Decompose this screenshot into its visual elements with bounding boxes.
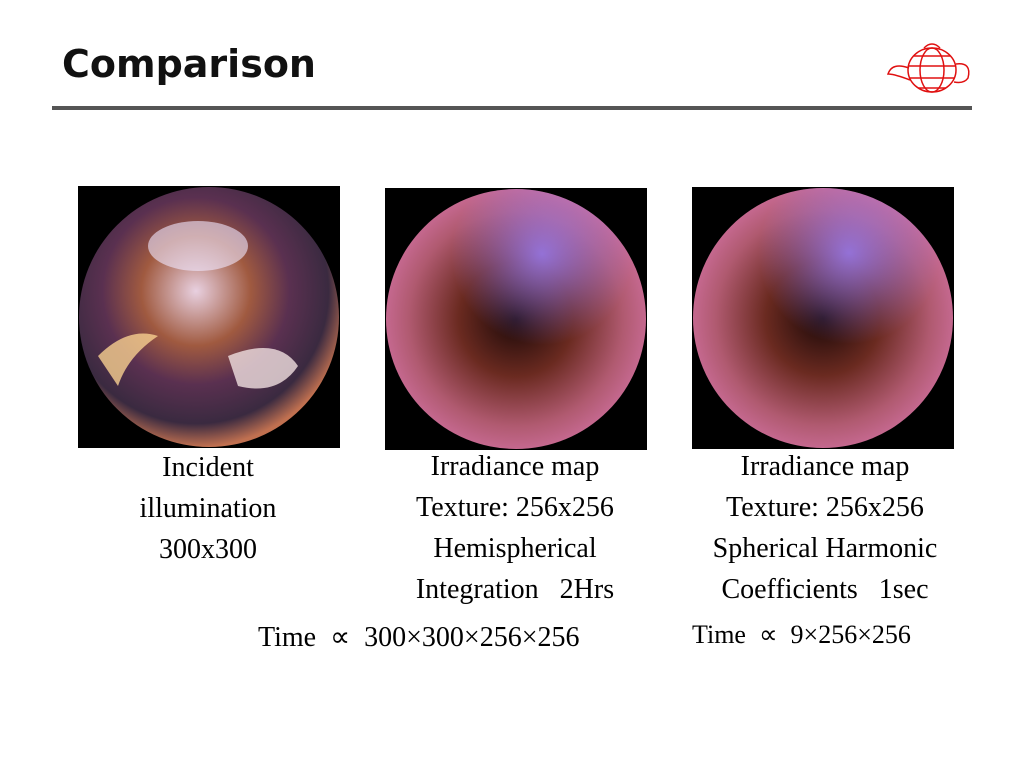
caption-line: Incident [162, 452, 254, 483]
slide-title: Comparison [62, 42, 316, 86]
incident-illumination-image [78, 186, 340, 448]
irradiance-map-sh-image [692, 187, 954, 449]
caption-line: Texture: 256x256 [726, 492, 924, 523]
irradiance-map-hemispherical-image [385, 188, 647, 450]
caption-line: Texture: 256x256 [416, 492, 614, 523]
title-rule [52, 106, 972, 110]
caption: Incident illumination 300x300 [58, 447, 358, 570]
caption-line: Integration 2Hrs [415, 574, 615, 605]
time-formula: Time ∝ 300×300×256×256 [258, 622, 580, 653]
caption-line: Hemispherical [433, 533, 597, 564]
caption: Irradiance map Texture: 256x256 Hemispheri… [365, 446, 665, 610]
caption: Irradiance map Texture: 256x256 Spherical … [675, 446, 975, 610]
teapot-icon [886, 43, 970, 93]
caption-line: Coefficients 1sec [721, 574, 929, 605]
caption-line: Irradiance map [740, 451, 910, 482]
caption-line: Spherical Harmonic [712, 533, 938, 564]
caption-line: illumination [139, 493, 277, 524]
caption-line: Irradiance map [430, 451, 600, 482]
time-formula: Time ∝ 9×256×256 [692, 620, 911, 649]
caption-line: 300x300 [159, 534, 257, 565]
